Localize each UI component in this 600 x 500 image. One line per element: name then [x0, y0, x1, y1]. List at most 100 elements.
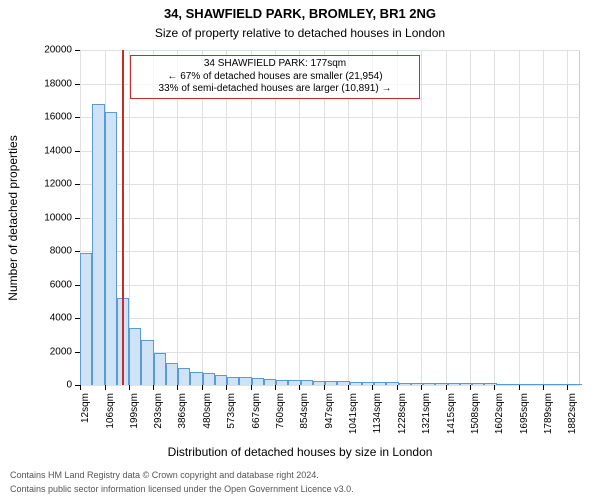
x-tick-label: 293sqm [153, 393, 164, 429]
histogram-bar [423, 383, 435, 385]
histogram-bar [215, 375, 227, 385]
gridline-v [299, 50, 300, 385]
annotation-line: ← 67% of detached houses are smaller (21… [135, 71, 415, 84]
x-tick [202, 385, 203, 390]
x-tick-label: 760sqm [275, 393, 286, 429]
gridline-v [202, 50, 203, 385]
gridline-v [226, 50, 227, 385]
x-tick [153, 385, 154, 390]
x-tick [397, 385, 398, 390]
x-tick [299, 385, 300, 390]
x-tick [324, 385, 325, 390]
histogram-bar [276, 380, 288, 385]
x-tick [372, 385, 373, 390]
y-axis-label: Number of detached properties [6, 135, 20, 300]
gridline-h [80, 151, 580, 152]
histogram-bar [288, 380, 300, 385]
x-tick [251, 385, 252, 390]
x-tick-label: 1508sqm [470, 393, 481, 434]
annotation-line: 34 SHAWFIELD PARK: 177sqm [135, 58, 415, 71]
marker-line [122, 50, 124, 385]
histogram-bar [460, 383, 472, 385]
gridline-v [519, 50, 520, 385]
x-tick-label: 1695sqm [519, 393, 530, 434]
histogram-bar [129, 328, 141, 385]
y-tick-label: 16000 [44, 112, 72, 123]
histogram-bar [386, 382, 398, 385]
x-tick-label: 573sqm [226, 393, 237, 429]
annotation-box: 34 SHAWFIELD PARK: 177sqm ← 67% of detac… [130, 55, 420, 99]
x-tick [567, 385, 568, 390]
gridline-h [80, 117, 580, 118]
histogram-bar [350, 382, 362, 385]
x-tick-label: 1041sqm [348, 393, 359, 434]
y-tick-label: 8000 [50, 246, 72, 257]
histogram-bar [227, 377, 239, 385]
histogram-bar [252, 378, 264, 385]
histogram-bar [337, 381, 349, 385]
x-tick [177, 385, 178, 390]
gridline-v [275, 50, 276, 385]
x-tick-label: 947sqm [324, 393, 335, 429]
x-tick-label: 854sqm [299, 393, 310, 429]
gridline-v [251, 50, 252, 385]
gridline-v [397, 50, 398, 385]
x-tick-label: 480sqm [202, 393, 213, 429]
x-tick-label: 1789sqm [543, 393, 554, 434]
histogram-bar [154, 353, 166, 385]
histogram-bar [509, 384, 521, 385]
x-tick [226, 385, 227, 390]
histogram-bar [239, 377, 251, 385]
gridline-h [80, 285, 580, 286]
gridline-v [348, 50, 349, 385]
gridline-h [80, 50, 580, 51]
histogram-bar [301, 380, 313, 385]
y-tick-label: 6000 [50, 279, 72, 290]
histogram-bar [546, 384, 558, 385]
y-tick-label: 12000 [44, 179, 72, 190]
x-tick [421, 385, 422, 390]
histogram-bar [325, 381, 337, 385]
histogram-bar [141, 340, 153, 385]
y-tick-label: 18000 [44, 78, 72, 89]
histogram-bar [435, 383, 447, 385]
histogram-bar [374, 382, 386, 385]
y-tick-label: 14000 [44, 145, 72, 156]
histogram-bar [362, 382, 374, 385]
histogram-bar [264, 379, 276, 385]
x-tick [80, 385, 81, 390]
y-tick-label: 10000 [44, 212, 72, 223]
histogram-bar [448, 383, 460, 385]
gridline-h [80, 251, 580, 252]
gridline-v [421, 50, 422, 385]
y-tick-label: 2000 [50, 346, 72, 357]
footnote-line: Contains HM Land Registry data © Crown c… [10, 470, 319, 480]
y-tick-label: 4000 [50, 313, 72, 324]
histogram-bar [166, 363, 178, 385]
x-tick-label: 1321sqm [421, 393, 432, 434]
histogram-bar [105, 112, 117, 385]
x-tick [494, 385, 495, 390]
histogram-bar [399, 383, 411, 386]
x-tick-label: 386sqm [177, 393, 188, 429]
histogram-bar [533, 384, 545, 385]
x-tick-label: 12sqm [80, 393, 91, 423]
chart-title: 34, SHAWFIELD PARK, BROMLEY, BR1 2NG [0, 6, 600, 21]
gridline-v [324, 50, 325, 385]
gridline-h [80, 218, 580, 219]
x-tick-label: 667sqm [251, 393, 262, 429]
footnote-line: Contains public sector information licen… [10, 484, 354, 494]
histogram-bar [203, 373, 215, 385]
histogram-bar [484, 383, 496, 385]
histogram-bar [190, 372, 202, 385]
x-tick-label: 1602sqm [494, 393, 505, 434]
annotation-line: 33% of semi-detached houses are larger (… [135, 83, 415, 96]
x-tick-label: 1228sqm [397, 393, 408, 434]
histogram-bar [178, 368, 190, 385]
x-tick-label: 106sqm [105, 393, 116, 429]
x-tick-label: 199sqm [129, 393, 140, 429]
y-tick-label: 0 [66, 380, 72, 391]
plot-area: 0200040006000800010000120001400016000180… [80, 50, 580, 385]
histogram-bar [411, 383, 423, 385]
x-tick [348, 385, 349, 390]
